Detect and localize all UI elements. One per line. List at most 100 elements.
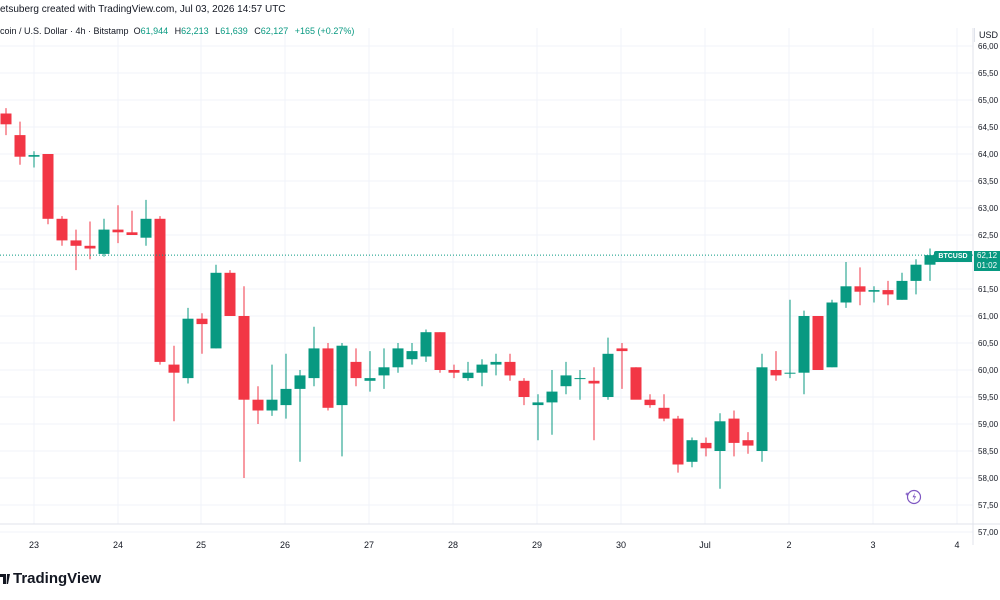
candle-body	[434, 332, 446, 370]
candle-body	[532, 402, 544, 406]
time-tick-label: Jul	[699, 540, 711, 550]
candle-body	[476, 364, 488, 373]
candle-body	[644, 399, 656, 406]
symbol-info-line: coin / U.S. Dollar · 4h · Bitstamp O61,9…	[0, 26, 354, 36]
candle-body	[336, 345, 348, 406]
time-axis[interactable]: 23 24 25 26 27 28 29 30 Jul 2 3 4	[29, 540, 960, 550]
candle-body	[126, 232, 138, 235]
candle-body	[140, 218, 152, 238]
candle-body	[840, 286, 852, 303]
symbol-name[interactable]: coin / U.S. Dollar · 4h · Bitstamp	[0, 26, 129, 36]
last-price-tag: 62,12 01:02	[974, 251, 1000, 271]
time-tick-label: 3	[870, 540, 875, 550]
candle-body	[364, 378, 376, 381]
low-value: 61,639	[220, 26, 248, 36]
candle-body	[266, 399, 278, 411]
candle-body	[560, 375, 572, 387]
currency-label[interactable]: USD	[974, 28, 1000, 42]
candle-body	[518, 380, 530, 397]
close-value: 62,127	[260, 26, 289, 36]
candle-body	[504, 361, 516, 376]
bar-countdown: 01:02	[977, 261, 998, 270]
brand-name: TradingView	[13, 569, 102, 587]
time-tick-label: 26	[280, 540, 290, 550]
candle-body	[42, 154, 54, 219]
candle-body	[154, 218, 166, 362]
candle-body	[280, 388, 292, 406]
candle-body	[294, 375, 306, 389]
time-tick-label: 28	[448, 540, 458, 550]
price-tick-label: 58,50	[978, 447, 999, 456]
candle-body	[350, 361, 362, 379]
candle-body	[658, 407, 670, 419]
candle-body	[826, 302, 838, 368]
time-tick-label: 29	[532, 540, 542, 550]
candle-body	[448, 370, 460, 373]
open-value: 61,944	[140, 26, 169, 36]
sparkle-icon[interactable]	[904, 488, 922, 506]
chart-credit: etsuberg created with TradingView.com, J…	[0, 4, 286, 15]
candle-body	[924, 255, 936, 265]
candle-body	[756, 367, 768, 451]
time-tick-label: 24	[113, 540, 123, 550]
price-tick-label: 62,50	[978, 231, 999, 240]
price-tick-label: 59,00	[978, 420, 999, 429]
candle-body	[770, 370, 782, 376]
candle-body	[322, 348, 334, 408]
time-tick-label: 27	[364, 540, 374, 550]
time-tick-label: 23	[29, 540, 39, 550]
price-tick-label: 64,50	[978, 123, 999, 132]
candle-body	[686, 440, 698, 462]
time-tick-label: 4	[954, 540, 959, 550]
price-tick-label: 63,00	[978, 204, 999, 213]
candle-body	[420, 332, 432, 357]
candle-body	[616, 348, 628, 352]
price-tick-label: 57,50	[978, 501, 999, 510]
candle-body	[182, 318, 194, 379]
candle-body	[784, 372, 796, 374]
candle-body	[238, 316, 250, 400]
price-tick-label: 58,00	[978, 474, 999, 483]
candle-body	[574, 378, 586, 380]
time-tick-label: 25	[196, 540, 206, 550]
candle-body	[0, 113, 12, 125]
price-tick-label: 64,00	[978, 150, 999, 159]
candle-body	[392, 348, 404, 368]
tradingview-brand[interactable]: TradingView	[0, 567, 101, 589]
price-tick-label: 60,50	[978, 339, 999, 348]
time-tick-label: 2	[786, 540, 791, 550]
candle-body	[112, 229, 124, 233]
candle-body	[896, 280, 908, 300]
high-value: 62,213	[181, 26, 209, 36]
candle-body	[168, 364, 180, 373]
last-price-value: 62,12	[977, 251, 998, 260]
candle-body	[196, 318, 208, 325]
candle-body	[588, 380, 600, 384]
symbol-price-tag: BTCUSD	[934, 251, 972, 262]
close-label: C	[254, 26, 261, 36]
change-value: +165 (+0.27%)	[294, 26, 355, 36]
candle-body	[672, 418, 684, 465]
price-axis[interactable]: 57,00 57,50 58,00 58,50 59,00 59,50 60,00 60,50…	[978, 42, 999, 537]
candle-body	[910, 264, 922, 281]
time-tick-label: 30	[616, 540, 626, 550]
candle-body	[630, 367, 642, 400]
grid	[0, 28, 973, 533]
candle-body	[84, 245, 96, 249]
candle-body	[462, 372, 474, 379]
price-tick-label: 59,50	[978, 393, 999, 402]
candle-body	[56, 218, 68, 241]
open-label: O	[133, 26, 141, 36]
candle-body	[210, 272, 222, 349]
candle-body	[70, 240, 82, 246]
candle-body	[728, 418, 740, 443]
candle-body	[742, 440, 754, 446]
candles	[0, 108, 936, 489]
candle-body	[252, 399, 264, 411]
candle-body	[798, 316, 810, 373]
price-tick-label: 57,00	[978, 528, 999, 537]
price-tick-label: 61,50	[978, 285, 999, 294]
candle-body	[700, 442, 712, 449]
price-tick-label: 65,50	[978, 69, 999, 78]
